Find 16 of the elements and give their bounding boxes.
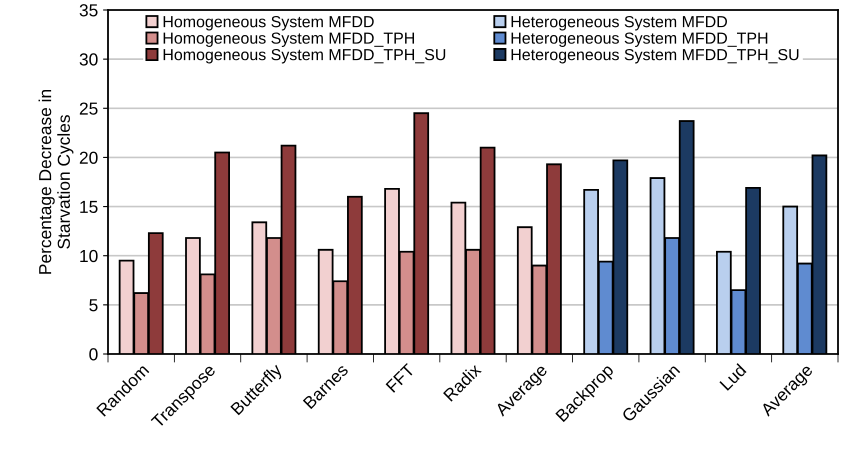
- y-tick-label: 20: [80, 152, 98, 164]
- legend-label: Heterogeneous System MFDD: [512, 16, 727, 30]
- y-tick-label: 0: [89, 348, 98, 360]
- x-tick-label: Lud: [718, 363, 747, 391]
- y-tick-label: 15: [80, 200, 98, 214]
- legend-label: Homogeneous System MFDD_TPH_SU: [164, 48, 446, 64]
- legend-label: Homogeneous System MFDD: [164, 16, 374, 30]
- legend-label: Heterogeneous System MFDD_TPH_SU: [512, 48, 798, 64]
- y-tick-label: 10: [80, 250, 98, 262]
- legend-label: Homogeneous System MFDD_TPH: [164, 32, 414, 47]
- legend-label: Heterogeneous System MFDD_TPH: [512, 32, 768, 47]
- y-tick-label: 5: [89, 299, 98, 312]
- y-tick-label: 30: [80, 53, 98, 66]
- y-axis-title: Percentage Decrease in Starvation Cycles: [38, 90, 74, 274]
- y-tick-label: 35: [80, 4, 98, 16]
- y-tick-label: 25: [80, 102, 98, 115]
